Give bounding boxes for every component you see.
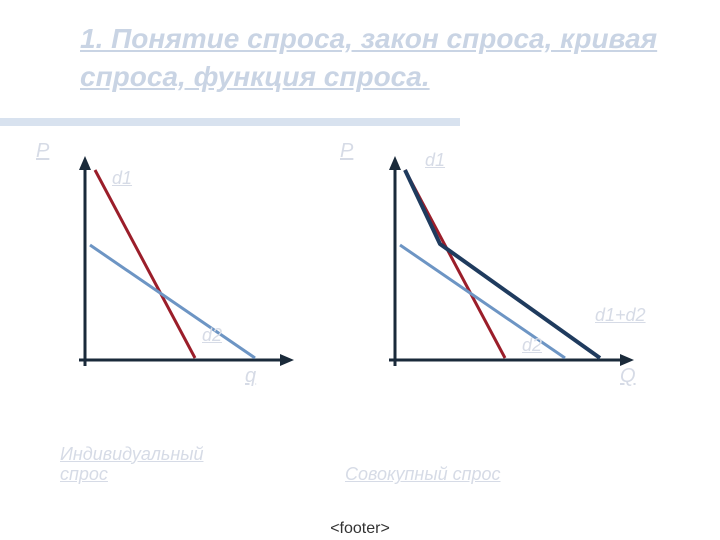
chart-aggregate: P Q d1 d2 d1+d2 (340, 140, 680, 440)
label-d2-right: d2 (522, 335, 542, 356)
axis-q-left: q (245, 365, 256, 388)
chart-individual: P q d1 d2 (30, 140, 330, 440)
axis-p-left: P (36, 140, 49, 163)
axis-p-right: P (340, 140, 353, 163)
caption-individual: Индивидуальный спрос (60, 444, 240, 485)
chart-svg-right (340, 140, 680, 400)
axis-q-right: Q (620, 365, 636, 388)
divider (0, 118, 460, 126)
slide: 1. Понятие спроса, закон спроса, кривая … (0, 0, 720, 540)
footer-text: <footer> (0, 520, 720, 538)
slide-title: 1. Понятие спроса, закон спроса, кривая … (80, 20, 660, 96)
label-d1-left: d1 (112, 168, 132, 189)
label-sum-right: d1+d2 (595, 305, 646, 326)
label-d1-right: d1 (425, 150, 445, 171)
caption-aggregate: Совокупный спрос (345, 464, 545, 485)
label-d2-left: d2 (202, 325, 222, 346)
chart-svg-left (30, 140, 330, 400)
